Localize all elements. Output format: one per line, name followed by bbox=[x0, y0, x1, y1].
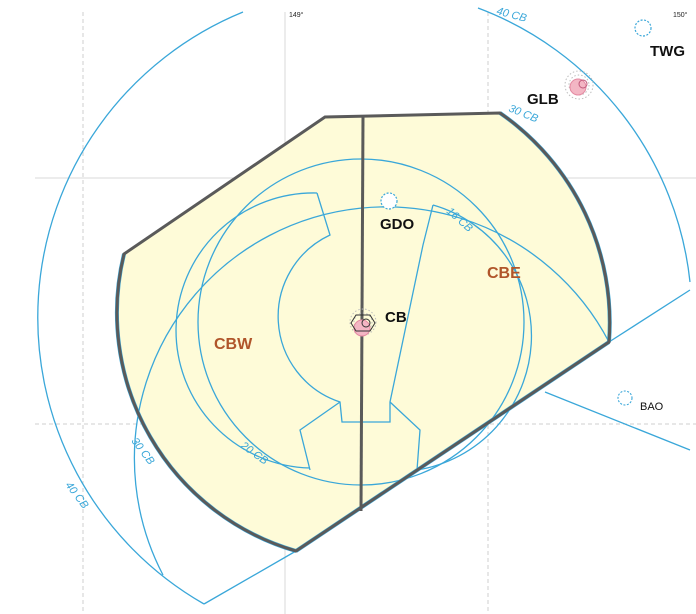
navaid-twg-marker bbox=[634, 19, 652, 37]
sector-label-cbw: CBW bbox=[214, 336, 253, 353]
ring-label-40cb-sw: 40 CB bbox=[63, 480, 91, 512]
sector-divider-line bbox=[359, 116, 365, 512]
inner-terminal-bottom-east bbox=[389, 401, 421, 471]
inner-terminal-arc-west bbox=[175, 192, 318, 469]
boundary-line-bao bbox=[544, 391, 691, 451]
range-ring-40cb bbox=[37, 11, 244, 605]
navaid-label-bao: BAO bbox=[640, 401, 664, 413]
range-ring-40cb-north bbox=[477, 7, 691, 283]
navaid-cb-marker bbox=[349, 308, 377, 337]
inner-terminal-arc-east bbox=[416, 204, 533, 471]
boundary-line-east bbox=[608, 289, 691, 343]
longitude-label-149: 149° bbox=[289, 11, 304, 19]
longitude-label-150: 150° bbox=[673, 11, 688, 19]
navaid-label-glb: GLB bbox=[527, 91, 559, 108]
boundary-line-southwest bbox=[203, 550, 297, 605]
navaid-label-twg: TWG bbox=[650, 43, 685, 60]
navaid-label-gdo: GDO bbox=[380, 216, 415, 233]
navaid-glb-marker bbox=[564, 70, 594, 100]
navaid-gdo-marker bbox=[380, 192, 398, 210]
navaid-bao-marker bbox=[617, 390, 633, 406]
range-ring-30cb bbox=[133, 206, 610, 576]
sector-label-cbe: CBE bbox=[487, 265, 521, 282]
airspace-boundary bbox=[115, 111, 612, 553]
navaid-label-cb: CB bbox=[385, 309, 407, 326]
ring-label-40cb-north: 40 CB bbox=[495, 5, 528, 25]
inner-terminal-bottom-west bbox=[299, 401, 341, 471]
